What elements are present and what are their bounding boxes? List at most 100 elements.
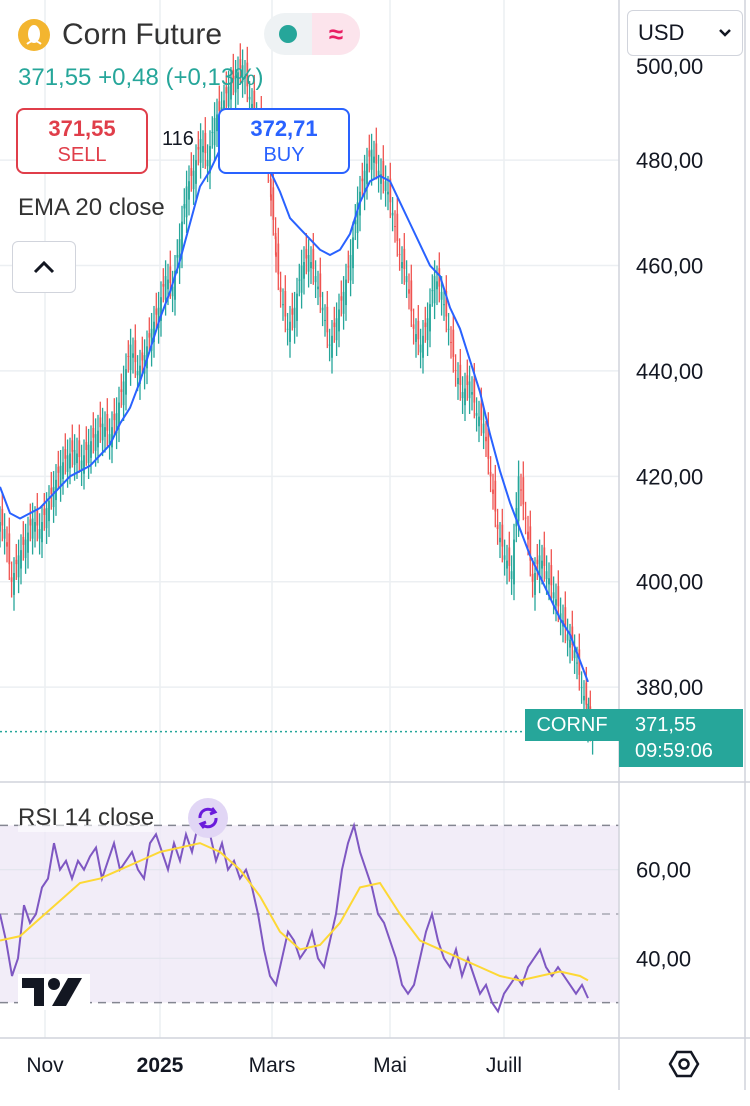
collapse-indicators-button[interactable] — [12, 241, 76, 293]
rsi-y-tick-label: 60,00 — [636, 858, 691, 883]
candle-body — [387, 191, 389, 195]
candle-body — [471, 392, 473, 395]
candle-body — [120, 389, 123, 393]
candle-body — [275, 252, 277, 257]
ema-indicator-label[interactable]: EMA 20 close — [18, 194, 165, 221]
candle-body — [487, 428, 490, 459]
price-change-quote: 371,55 +0,48 (+0,13%) — [18, 64, 264, 91]
candle-body — [321, 307, 324, 311]
candle-body — [199, 139, 202, 163]
symbol-header[interactable]: Corn Future — [18, 14, 222, 56]
candle-body — [438, 268, 441, 287]
candle-body — [529, 526, 532, 561]
candle-body — [550, 565, 553, 586]
candle-body — [466, 375, 469, 385]
candle-body — [447, 328, 450, 330]
candle-body — [73, 449, 76, 465]
candle-body — [36, 508, 39, 526]
candle-body — [132, 353, 134, 358]
candle-body — [251, 103, 253, 111]
candle-body — [531, 573, 534, 582]
candle-body — [282, 304, 284, 306]
candle-body — [92, 428, 95, 438]
candle-body — [580, 687, 583, 689]
candle-body — [545, 571, 548, 580]
y-tick-label: 480,00 — [636, 148, 703, 173]
candle-body — [377, 170, 380, 177]
candle-body — [419, 344, 422, 353]
candle-body — [319, 273, 322, 298]
candle-body — [482, 423, 485, 434]
market-status-toggle[interactable]: ≈ — [264, 13, 360, 55]
candle-body — [125, 369, 127, 395]
candle-body — [352, 237, 354, 269]
candle-body — [431, 290, 434, 292]
refresh-icon[interactable] — [188, 798, 228, 838]
candle-body — [398, 254, 401, 256]
candle-body — [237, 72, 239, 89]
candle-body — [83, 455, 85, 474]
rsi-indicator-label[interactable]: RSI 14 close — [18, 804, 155, 832]
corn-coin-icon — [18, 19, 50, 51]
candle-body — [169, 266, 172, 284]
candle-body — [417, 320, 420, 340]
candle-body — [478, 416, 480, 427]
candle-body — [508, 547, 511, 566]
buy-label: BUY — [263, 143, 305, 166]
candle-body — [204, 132, 207, 154]
candle-body — [566, 634, 569, 641]
candle-body — [162, 283, 165, 287]
hexagon-settings-icon[interactable] — [668, 1048, 700, 1085]
candle-body — [234, 75, 237, 93]
candle-body — [99, 417, 102, 428]
candle-body — [422, 335, 424, 358]
y-tick-label: 420,00 — [636, 464, 703, 489]
candle-body — [457, 377, 459, 385]
candle-body — [213, 117, 216, 146]
candle-body — [585, 682, 588, 705]
candle-body — [573, 650, 576, 659]
currency-select[interactable]: USD — [627, 10, 743, 56]
candle-body — [354, 219, 357, 225]
candle-body — [454, 370, 457, 372]
candle-body — [424, 322, 427, 328]
last-price: 371,55 — [635, 714, 697, 736]
symbol-price-tag: CORNF — [525, 709, 619, 741]
buy-button[interactable]: 372,71 BUY — [218, 108, 350, 174]
candle-body — [113, 413, 116, 421]
candle-body — [401, 262, 403, 269]
candle-body — [335, 318, 338, 341]
candle-body — [291, 308, 294, 315]
candle-body — [246, 62, 249, 87]
candle-body — [317, 286, 319, 290]
y-tick-label: 380,00 — [636, 675, 703, 700]
sell-price: 371,55 — [48, 115, 116, 141]
candle-body — [111, 427, 113, 448]
rsi-ma-line — [0, 842, 589, 982]
candle-body — [403, 248, 406, 270]
candle-body — [94, 434, 97, 451]
candle-body — [480, 403, 483, 421]
y-tick-label: 440,00 — [636, 359, 703, 384]
candle-body — [108, 434, 111, 444]
rsi-series-line — [0, 814, 589, 1014]
candle-body — [492, 489, 494, 494]
candle-body — [195, 160, 197, 184]
candle-body — [69, 453, 71, 469]
candle-body — [157, 307, 160, 328]
y-tick-label: 460,00 — [636, 254, 703, 279]
symbol-title: Corn Future — [62, 18, 223, 51]
candle-body — [440, 291, 443, 300]
candle-body — [459, 364, 462, 385]
candle-body — [368, 150, 371, 157]
currency-value: USD — [638, 20, 685, 45]
sell-button[interactable]: 371,55 SELL — [16, 108, 148, 174]
candle-body — [76, 453, 78, 464]
tradingview-logo[interactable] — [18, 974, 90, 1010]
candle-body — [473, 378, 476, 403]
candle-body — [503, 555, 506, 560]
candle-body — [160, 297, 162, 321]
candle-body — [286, 328, 289, 330]
candle-body — [139, 365, 141, 385]
candle-body — [391, 212, 394, 216]
